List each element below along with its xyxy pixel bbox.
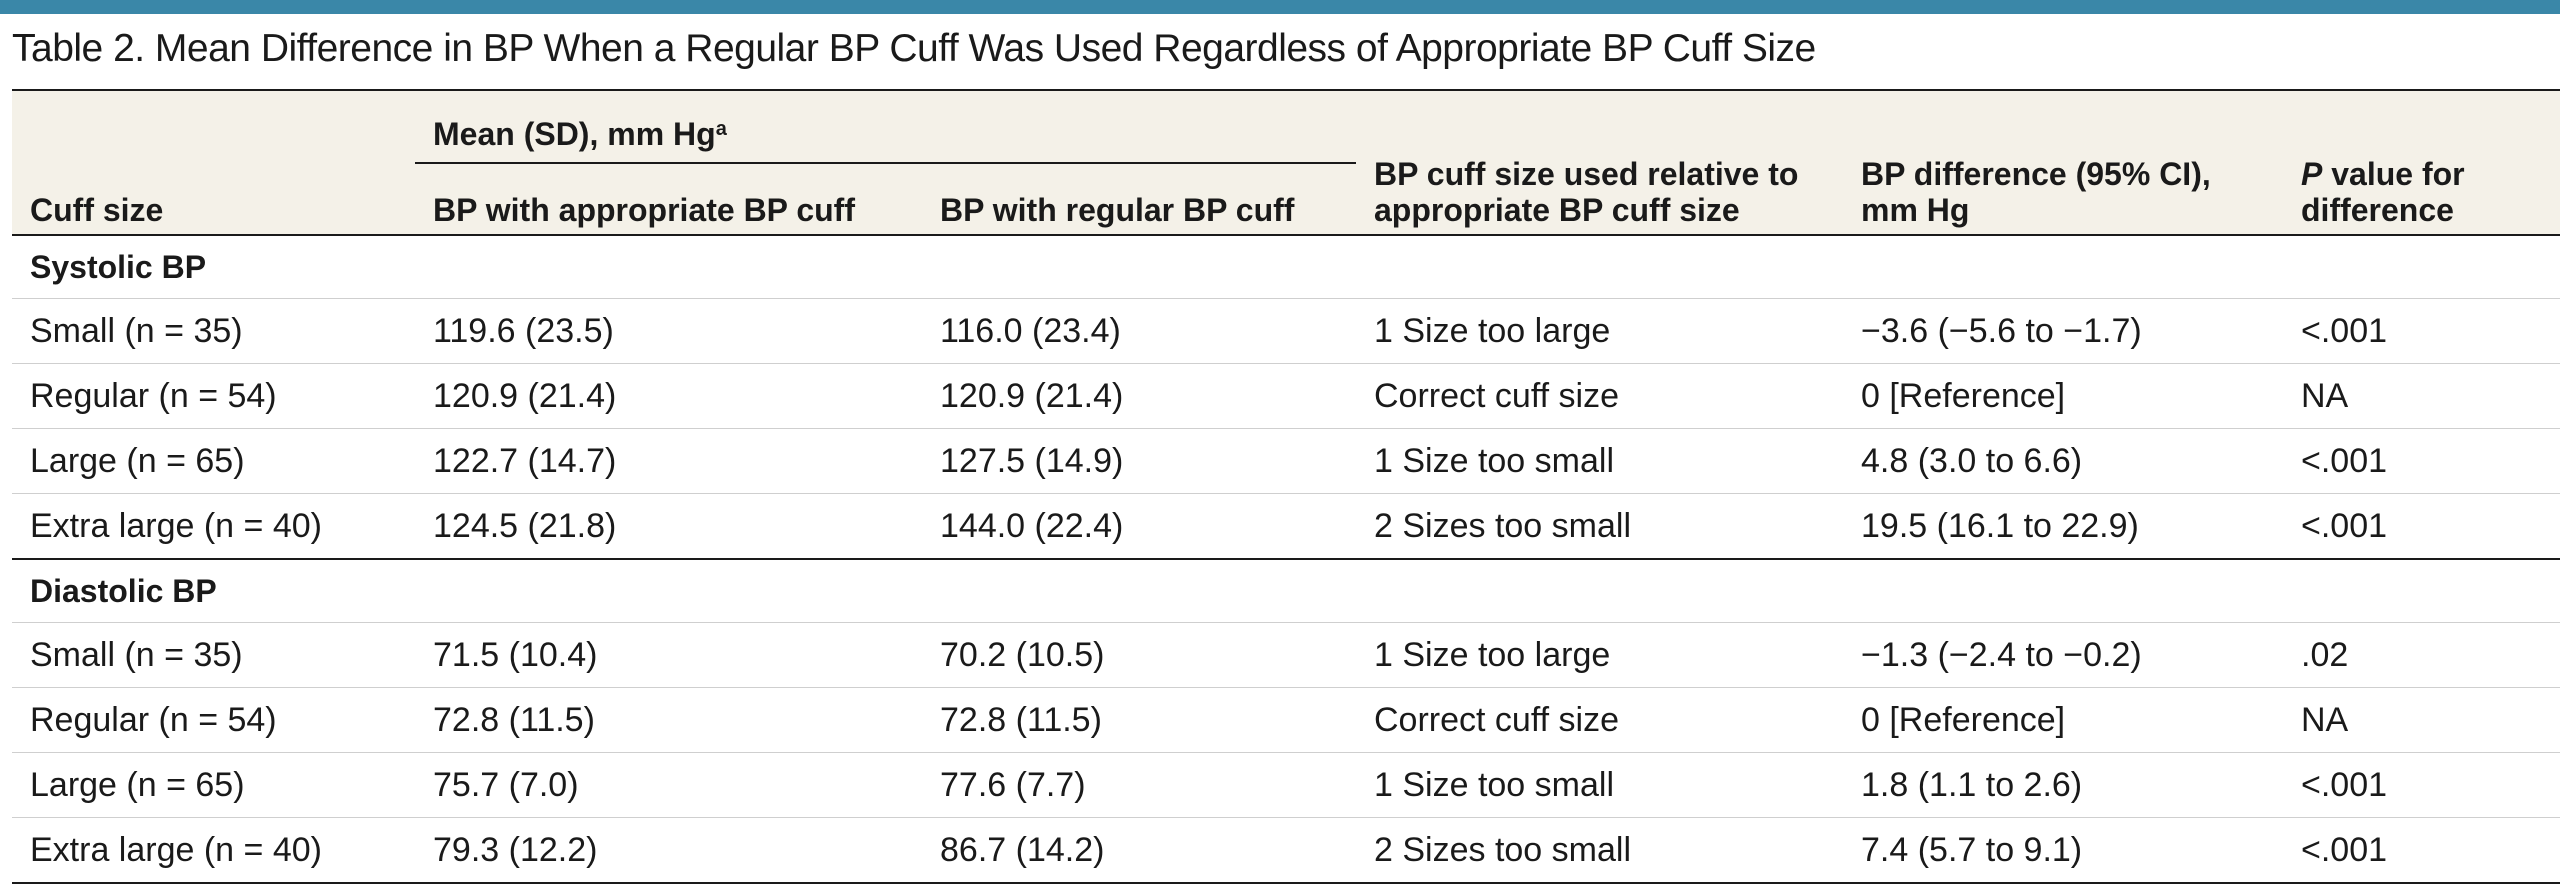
cell-cuff-size: Small (n = 35): [12, 298, 415, 364]
cell-relative-size: Correct cuff size: [1356, 687, 1843, 753]
cell-p-value: <.001: [2283, 752, 2560, 818]
cell-p-value: .02: [2283, 622, 2560, 688]
section-row: Diastolic BP: [12, 558, 2560, 623]
header-cuff-size: Cuff size: [12, 90, 415, 235]
cell-bp-regular: 116.0 (23.4): [922, 298, 1356, 364]
cell-bp-regular: 120.9 (21.4): [922, 363, 1356, 429]
table-row: Large (n = 65) 122.7 (14.7) 127.5 (14.9) 1 …: [12, 428, 2560, 494]
table-row: Small (n = 35) 119.6 (23.5) 116.0 (23.4) 1 …: [12, 298, 2560, 364]
table-header: Cuff size Mean (SD), mm Hga BP cuff size…: [12, 90, 2560, 235]
header-relative-cuff-size: BP cuff size used relative to appropriat…: [1356, 90, 1843, 235]
header-p-value: P value for difference: [2283, 90, 2560, 235]
cell-relative-size: 1 Size too small: [1356, 428, 1843, 494]
top-accent-bar: [0, 0, 2560, 14]
table-row: Regular (n = 54) 72.8 (11.5) 72.8 (11.5) Co…: [12, 687, 2560, 753]
cell-relative-size: 1 Size too large: [1356, 298, 1843, 364]
cell-relative-size: 2 Sizes too small: [1356, 493, 1843, 560]
cell-cuff-size: Large (n = 65): [12, 752, 415, 818]
cell-bp-regular: 86.7 (14.2): [940, 830, 1105, 869]
cell-bp-appropriate: 75.7 (7.0): [415, 752, 922, 818]
table-row: Regular (n = 54) 120.9 (21.4) 120.9 (21.4)…: [12, 363, 2560, 429]
header-bp-regular-cuff: BP with regular BP cuff: [922, 163, 1356, 235]
cell-bp-difference: 4.8 (3.0 to 6.6): [1843, 428, 2283, 494]
cell-relative-size: Correct cuff size: [1356, 363, 1843, 429]
table-container: Cuff size Mean (SD), mm Hga BP cuff size…: [12, 89, 2560, 884]
cell-p-value: <.001: [2301, 830, 2388, 869]
table-row: Extra large (n = 40) 79.3 (12.2) 86.7 (14.…: [12, 818, 2560, 884]
table-row: Small (n = 35) 71.5 (10.4) 70.2 (10.5) 1 Si…: [12, 622, 2560, 688]
cell-bp-difference: −3.6 (−5.6 to −1.7): [1843, 298, 2283, 364]
cell-bp-difference: −1.3 (−2.4 to −0.2): [1843, 622, 2283, 688]
cell-bp-difference: 0 [Reference]: [1843, 687, 2283, 753]
cell-bp-appropriate: 120.9 (21.4): [415, 363, 922, 429]
table-row: Extra large (n = 40) 124.5 (21.8) 144.0 (2…: [12, 493, 2560, 560]
cell-p-value: <.001: [2283, 298, 2560, 364]
header-bp-difference: BP difference (95% CI), mm Hg: [1843, 90, 2283, 235]
section-title: Systolic BP: [12, 235, 2560, 299]
section-title: Diastolic BP: [12, 558, 2560, 623]
table-body: Systolic BP Small (n = 35) 119.6 (23.5) 116…: [12, 235, 2560, 883]
cell-bp-difference: 7.4 (5.7 to 9.1): [1861, 830, 2083, 869]
cell-bp-regular: 77.6 (7.7): [922, 752, 1356, 818]
cell-bp-difference: 1.8 (1.1 to 2.6): [1843, 752, 2283, 818]
cell-bp-appropriate: 124.5 (21.8): [415, 493, 922, 560]
table-row: Large (n = 65) 75.7 (7.0) 77.6 (7.7) 1 Size…: [12, 752, 2560, 818]
cell-bp-regular: 70.2 (10.5): [922, 622, 1356, 688]
cell-bp-appropriate: 71.5 (10.4): [415, 622, 922, 688]
cell-bp-appropriate: 122.7 (14.7): [415, 428, 922, 494]
table-caption: Table 2. Mean Difference in BP When a Re…: [12, 27, 1816, 70]
cell-bp-difference: 19.5 (16.1 to 22.9): [1843, 493, 2283, 560]
cell-cuff-size: Regular (n = 54): [12, 687, 415, 753]
cell-bp-regular: 144.0 (22.4): [922, 493, 1356, 560]
cell-cuff-size: Small (n = 35): [12, 622, 415, 688]
cell-cuff-size: Large (n = 65): [12, 428, 415, 494]
cell-bp-difference: 0 [Reference]: [1843, 363, 2283, 429]
cell-relative-size: 1 Size too small: [1356, 752, 1843, 818]
cell-cuff-size: Regular (n = 54): [12, 363, 415, 429]
cell-p-value: <.001: [2283, 428, 2560, 494]
header-bp-appropriate-cuff: BP with appropriate BP cuff: [415, 163, 922, 235]
cell-bp-appropriate: 119.6 (23.5): [415, 298, 922, 364]
footnote-marker: a: [715, 118, 727, 140]
cell-p-value: <.001: [2283, 493, 2560, 560]
cell-bp-appropriate: 79.3 (12.2): [433, 830, 598, 869]
cell-bp-regular: 127.5 (14.9): [922, 428, 1356, 494]
cell-relative-size: 1 Size too large: [1356, 622, 1843, 688]
cell-cuff-size: Extra large (n = 40): [30, 830, 322, 869]
cell-relative-size: 2 Sizes too small: [1374, 830, 1631, 869]
cell-p-value: NA: [2283, 687, 2560, 753]
section-row: Systolic BP: [12, 235, 2560, 299]
header-mean-sd: Mean (SD), mm Hga: [415, 90, 1356, 164]
data-table: Cuff size Mean (SD), mm Hga BP cuff size…: [12, 89, 2560, 884]
cell-cuff-size: Extra large (n = 40): [12, 493, 415, 560]
cell-bp-regular: 72.8 (11.5): [922, 687, 1356, 753]
cell-bp-appropriate: 72.8 (11.5): [415, 687, 922, 753]
cell-p-value: NA: [2283, 363, 2560, 429]
